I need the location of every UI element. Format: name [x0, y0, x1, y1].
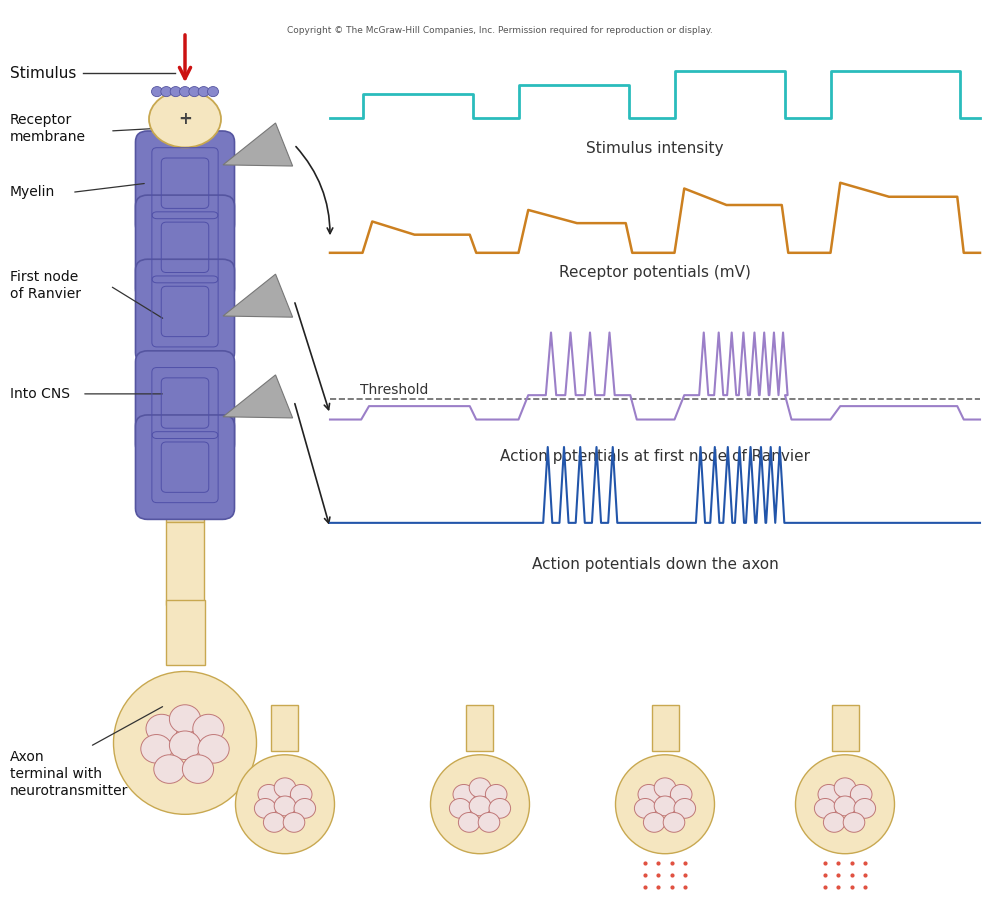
Circle shape — [469, 796, 491, 816]
Text: Threshold: Threshold — [360, 383, 428, 397]
Ellipse shape — [796, 755, 895, 854]
Circle shape — [198, 735, 229, 763]
Circle shape — [170, 87, 181, 97]
Bar — [652, 705, 679, 751]
Circle shape — [283, 812, 305, 833]
Circle shape — [453, 784, 475, 804]
Circle shape — [823, 812, 845, 833]
Text: Receptor potentials (mV): Receptor potentials (mV) — [559, 266, 751, 280]
Circle shape — [663, 812, 685, 833]
Polygon shape — [223, 123, 293, 166]
Circle shape — [154, 755, 185, 783]
Text: Action potentials at first node of Ranvier: Action potentials at first node of Ranvi… — [500, 449, 810, 463]
Ellipse shape — [236, 755, 334, 854]
FancyBboxPatch shape — [135, 131, 234, 235]
Circle shape — [193, 714, 224, 743]
Circle shape — [854, 799, 876, 818]
Bar — [271, 705, 298, 751]
Circle shape — [274, 778, 296, 798]
Circle shape — [290, 784, 312, 804]
Circle shape — [146, 714, 177, 743]
Text: Copyright © The McGraw-Hill Companies, Inc. Permission required for reproduction: Copyright © The McGraw-Hill Companies, I… — [287, 26, 713, 35]
Polygon shape — [223, 274, 293, 317]
Ellipse shape — [430, 755, 530, 854]
Circle shape — [263, 812, 285, 833]
Circle shape — [638, 784, 660, 804]
FancyBboxPatch shape — [135, 415, 234, 519]
Bar — [166, 600, 205, 665]
Text: Stimulus intensity: Stimulus intensity — [586, 141, 724, 156]
Bar — [832, 705, 858, 751]
Bar — [466, 705, 493, 751]
Circle shape — [198, 87, 209, 97]
Ellipse shape — [149, 91, 221, 147]
Circle shape — [843, 812, 865, 833]
Circle shape — [161, 87, 172, 97]
Circle shape — [180, 87, 190, 97]
Text: Receptor
membrane: Receptor membrane — [10, 113, 86, 144]
Ellipse shape — [113, 671, 256, 814]
Text: Myelin: Myelin — [10, 185, 55, 200]
Circle shape — [469, 778, 491, 798]
Circle shape — [818, 784, 840, 804]
Circle shape — [189, 87, 200, 97]
Polygon shape — [223, 375, 293, 418]
Bar — [170, 142, 200, 156]
Circle shape — [674, 799, 696, 818]
Circle shape — [478, 812, 500, 833]
Ellipse shape — [616, 755, 714, 854]
Bar — [166, 522, 204, 605]
Circle shape — [169, 704, 201, 734]
FancyBboxPatch shape — [135, 351, 234, 455]
Circle shape — [654, 796, 676, 816]
Circle shape — [489, 799, 511, 818]
Bar — [166, 142, 204, 371]
Circle shape — [208, 87, 218, 97]
Circle shape — [254, 799, 276, 818]
Circle shape — [141, 735, 172, 763]
Circle shape — [485, 784, 507, 804]
Circle shape — [274, 796, 296, 816]
Text: Stimulus: Stimulus — [10, 66, 76, 81]
Bar — [166, 371, 204, 522]
Circle shape — [670, 784, 692, 804]
Circle shape — [850, 784, 872, 804]
Circle shape — [258, 784, 280, 804]
Circle shape — [643, 812, 665, 833]
Circle shape — [834, 796, 856, 816]
Circle shape — [654, 778, 676, 798]
FancyBboxPatch shape — [135, 195, 234, 300]
Circle shape — [294, 799, 316, 818]
Circle shape — [169, 731, 201, 759]
FancyBboxPatch shape — [135, 259, 234, 364]
Circle shape — [814, 799, 836, 818]
Text: Axon
terminal with
neurotransmitter: Axon terminal with neurotransmitter — [10, 749, 128, 799]
Circle shape — [458, 812, 480, 833]
Text: First node
of Ranvier: First node of Ranvier — [10, 270, 81, 301]
Circle shape — [182, 755, 214, 783]
Circle shape — [834, 778, 856, 798]
Text: Into CNS: Into CNS — [10, 387, 70, 401]
Circle shape — [634, 799, 656, 818]
Text: Action potentials down the axon: Action potentials down the axon — [532, 557, 778, 572]
Text: +: + — [178, 110, 192, 128]
Circle shape — [152, 87, 162, 97]
Circle shape — [449, 799, 471, 818]
